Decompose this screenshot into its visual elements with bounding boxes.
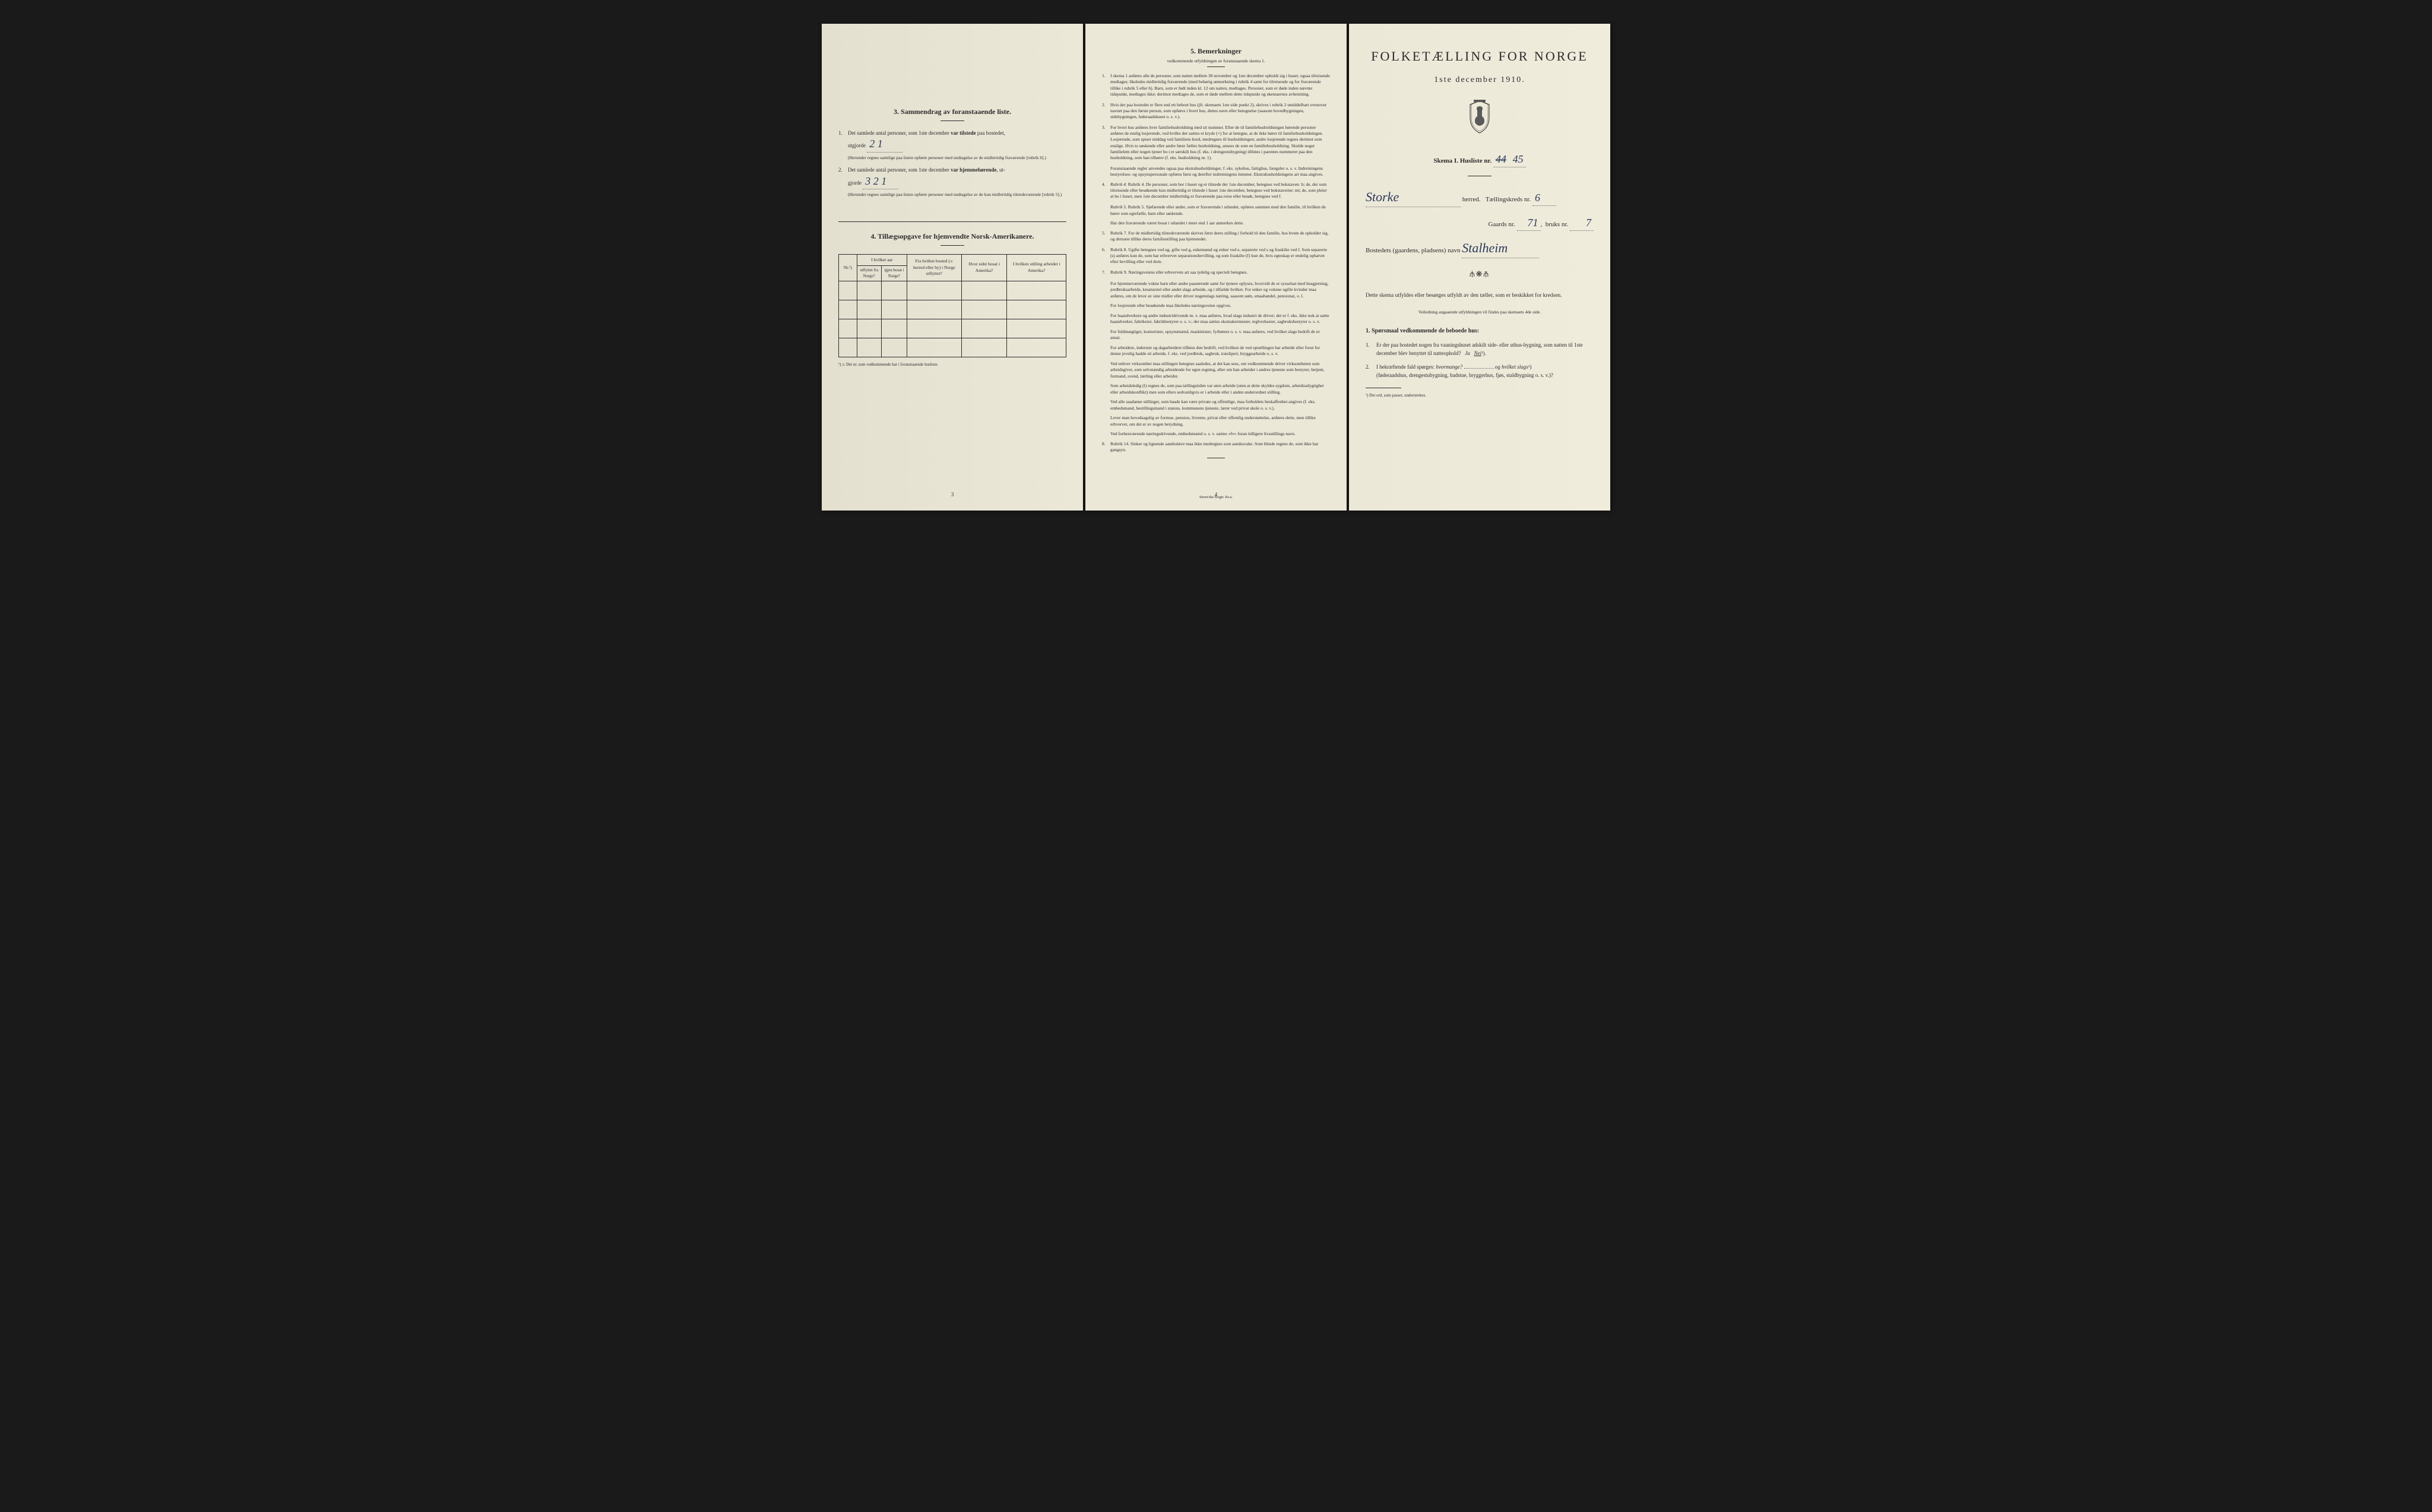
bosted-line: Bostedets (gaardens, pladsens) navn Stal…	[1366, 239, 1594, 258]
divider-icon	[1207, 66, 1225, 67]
gaards-value: 71	[1525, 217, 1541, 229]
table-footnote: ¹) ɔ: Det nr. som vedkommende har i fora…	[838, 362, 1066, 368]
main-title: FOLKETÆLLING FOR NORGE	[1366, 47, 1594, 66]
summary-item-2: 2. Det samlede antal personer, som 1ste …	[838, 166, 1066, 198]
remark-4-extra1: Rubrik 5. Rubrik 5. Sjøfarende eller and…	[1110, 204, 1330, 217]
hjemmehorende-count: 3 2 1	[863, 175, 889, 187]
census-date: 1ste december 1910.	[1366, 74, 1594, 86]
item1-note: (Herunder regnes samtlige paa listen opf…	[848, 155, 1066, 161]
emigrant-table: Nr.¹) I hvilket aar Fra hvilket bosted (…	[838, 254, 1066, 358]
remarks-list: 1.I skema 1 anføres alle de personer, so…	[1102, 73, 1330, 453]
page-cover: FOLKETÆLLING FOR NORGE 1ste december 191…	[1349, 24, 1610, 511]
answer-nei: Nei	[1474, 350, 1481, 356]
table-row	[839, 319, 1066, 338]
remark-3-extra: Foranstaaende regler anvendes ogsaa paa …	[1110, 166, 1330, 178]
remark-7-p2: For losjerende eller besøkende maa likel…	[1110, 303, 1330, 309]
remark-7-p7: Som arbeidsledig (l) regnes de, som paa …	[1110, 383, 1330, 395]
husliste-struck: 44	[1493, 153, 1509, 165]
remark-7-p6: Ved enhver virksomhet maa stillingen bet…	[1110, 361, 1330, 380]
footnote-1: ¹) Det ord, som passer, understrekes.	[1366, 393, 1594, 399]
printer-mark: Steen'ske Bogtr. Kr.a.	[1199, 495, 1233, 500]
col-year: I hvilket aar	[857, 254, 907, 266]
remark-7-p4: For fuldmægtiger, kontorister, opsynsmæn…	[1110, 329, 1330, 341]
summary-item-1: 1. Det samlede antal personer, som 1ste …	[838, 129, 1066, 161]
page-4-remarks: 5. Bemerkninger vedkommende utfyldningen…	[1085, 24, 1347, 511]
instruction-fine: Veiledning angaaende utfyldningen vil fi…	[1366, 309, 1594, 316]
remark-7-p3: For haandverkere og andre industridriven…	[1110, 313, 1330, 325]
herred-line: Storke herred. Tællingskreds nr. 6	[1366, 188, 1594, 207]
herred-value: Storke	[1366, 189, 1399, 204]
remark-7-p10: Ved forhenværende næringsdrivende, embed…	[1110, 431, 1330, 438]
col-from: Fra hvilket bosted (ɔ: herred eller by) …	[907, 254, 961, 281]
husliste-nr: 45	[1510, 153, 1526, 165]
divider-icon	[940, 245, 964, 246]
remark-4: 4.Rubrik 4. Rubrik 4. De personer, som b…	[1102, 182, 1330, 199]
gaards-line: Gaards nr. 71, bruks nr. 7	[1366, 215, 1594, 231]
section-5-title: 5. Bemerkninger	[1102, 46, 1330, 56]
remark-2: 2.Hvis der paa bostedet er flere end ett…	[1102, 102, 1330, 120]
remark-5: 5.Rubrik 7. For de midlertidig tilstedev…	[1102, 230, 1330, 242]
skema-line: Skema I. Husliste nr. 44 45	[1366, 152, 1594, 167]
remark-6: 6.Rubrik 8. Ugifte betegnes ved ug, gift…	[1102, 247, 1330, 265]
table-row	[839, 281, 1066, 300]
remark-8: 8.Rubrik 14. Sinker og lignende aandsslø…	[1102, 441, 1330, 453]
question-1: 1. Er der paa bostedet nogen fra vaaning…	[1366, 341, 1594, 357]
remark-7-p8: Ved alle saadanne stillinger, som baade …	[1110, 399, 1330, 411]
kreds-value: 6	[1532, 192, 1543, 204]
question-2: 2. I bekræftende fald spørges: hvormange…	[1366, 363, 1594, 379]
table-row	[839, 300, 1066, 319]
table-row	[839, 338, 1066, 357]
col-returned: igjen bosat i Norge?	[881, 266, 907, 281]
col-where: Hvor sidst bosat i Amerika?	[961, 254, 1007, 281]
col-position: I hvilken stilling arbeidet i Amerika?	[1007, 254, 1066, 281]
tilstede-count: 2 1	[867, 138, 885, 150]
remark-3: 3.For hvert hus anføres hver familiehush…	[1102, 125, 1330, 161]
ornament-icon: ⫛❋⫚	[1366, 269, 1594, 281]
item2-note: (Herunder regnes samtlige paa listen opf…	[848, 192, 1066, 198]
section-3-title: 3. Sammendrag av foranstaaende liste.	[838, 107, 1066, 117]
remark-7: 7.Rubrik 9. Næringsveiens eller erhverve…	[1102, 270, 1330, 275]
section-5-subtitle: vedkommende utfyldningen av foranstaaend…	[1102, 58, 1330, 65]
section-4-title: 4. Tillægsopgave for hjemvendte Norsk-Am…	[838, 232, 1066, 242]
col-emigrated: utflyttet fra Norge?	[857, 266, 881, 281]
census-document: 3. Sammendrag av foranstaaende liste. 1.…	[821, 24, 1611, 511]
col-nr: Nr.¹)	[839, 254, 857, 281]
page-3-summary: 3. Sammendrag av foranstaaende liste. 1.…	[822, 24, 1083, 511]
remark-7-p5: For arbeidere, inderster og dagarbeidere…	[1110, 345, 1330, 357]
bosted-value: Stalheim	[1462, 240, 1508, 255]
questions-heading: 1. Spørsmaal vedkommende de beboede hus:	[1366, 327, 1594, 335]
bruks-value: 7	[1584, 217, 1594, 229]
instruction-text: Dette skema utfyldes eller besørges utfy…	[1366, 291, 1594, 300]
remark-7-p1: For hjemmeværende vokne barn eller andre…	[1110, 281, 1330, 300]
remark-7-p9: Lever man hovedsagelig av formue, pensio…	[1110, 415, 1330, 427]
coat-of-arms-icon	[1366, 100, 1594, 138]
remark-4-extra2: Har den fraværende været bosat i utlande…	[1110, 220, 1330, 227]
remark-1: 1.I skema 1 anføres alle de personer, so…	[1102, 73, 1330, 97]
page-number: 3	[951, 491, 954, 499]
